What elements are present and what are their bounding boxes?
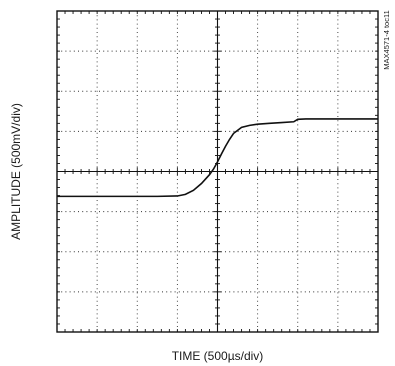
graticule — [56, 10, 379, 333]
signal-trace — [57, 118, 378, 198]
x-axis-label: TIME (500µs/div) — [172, 349, 264, 363]
figure-id-label: MAX4571-4 toc11 — [382, 10, 391, 69]
plot-frame — [56, 10, 379, 333]
y-axis-label: AMPLITUDE (500mV/div) — [9, 103, 23, 240]
